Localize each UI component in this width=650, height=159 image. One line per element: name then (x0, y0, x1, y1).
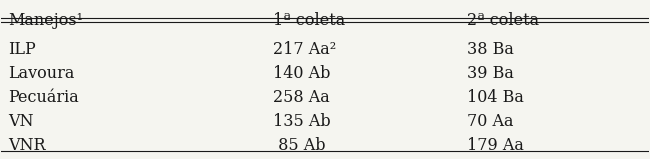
Text: ILP: ILP (8, 41, 36, 58)
Text: 179 Aa: 179 Aa (467, 137, 525, 154)
Text: 38 Ba: 38 Ba (467, 41, 514, 58)
Text: Lavoura: Lavoura (8, 65, 74, 82)
Text: 140 Ab: 140 Ab (273, 65, 331, 82)
Text: 258 Aa: 258 Aa (273, 89, 330, 106)
Text: 1ª coleta: 1ª coleta (273, 12, 345, 29)
Text: 85 Ab: 85 Ab (273, 137, 326, 154)
Text: 217 Aa²: 217 Aa² (273, 41, 337, 58)
Text: 104 Ba: 104 Ba (467, 89, 525, 106)
Text: VNR: VNR (8, 137, 46, 154)
Text: 135 Ab: 135 Ab (273, 113, 331, 130)
Text: VN: VN (8, 113, 33, 130)
Text: Pecuária: Pecuária (8, 89, 79, 106)
Text: 70 Aa: 70 Aa (467, 113, 514, 130)
Text: 2ª coleta: 2ª coleta (467, 12, 540, 29)
Text: Manejos¹: Manejos¹ (8, 12, 83, 29)
Text: 39 Ba: 39 Ba (467, 65, 514, 82)
